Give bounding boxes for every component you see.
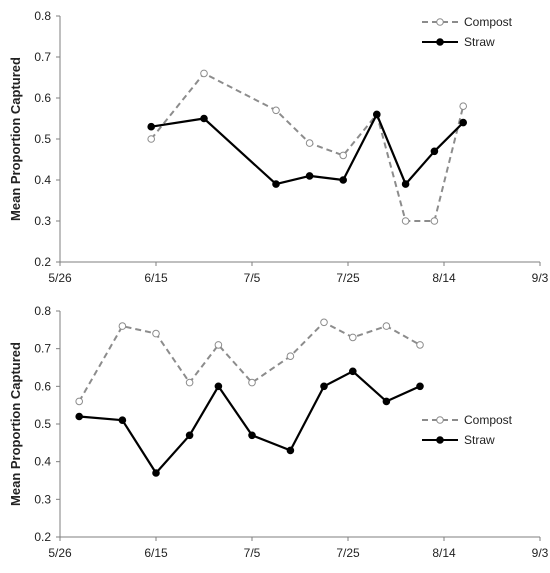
data-point-straw — [185, 431, 194, 440]
x-tick-label: 9/3 — [532, 546, 549, 560]
data-point-straw — [118, 416, 127, 425]
y-tick-label: 0.5 — [34, 132, 51, 146]
y-tick-label: 0.2 — [34, 530, 51, 544]
data-point-compost — [349, 333, 357, 342]
legend-marker-compost — [436, 416, 444, 424]
y-tick-label: 0.8 — [34, 9, 51, 23]
series-line-compost — [78, 321, 421, 402]
x-tick-label: 7/25 — [336, 546, 360, 560]
data-point-compost — [430, 217, 439, 225]
x-tick-label: 6/15 — [144, 271, 168, 285]
x-tick-label: 5/26 — [48, 546, 72, 560]
y-tick-label: 0.5 — [34, 417, 51, 431]
legend-label-straw: Straw — [464, 433, 495, 447]
legend-label-compost: Compost — [464, 413, 513, 427]
x-tick-label: 7/5 — [244, 546, 261, 560]
data-point-straw — [147, 122, 155, 131]
data-point-straw — [248, 431, 256, 440]
chart-panel-2: 0.2 0.3 0.4 0.5 0.6 0.7 0.8 5/26 6/15 7/5 7/25 8/14… — [8, 304, 549, 560]
y-tick-label: 0.3 — [34, 492, 51, 506]
data-point-compost — [382, 322, 391, 330]
legend-marker-compost — [436, 18, 444, 26]
x-tick-label: 5/26 — [48, 271, 72, 285]
data-point-compost — [214, 341, 223, 349]
data-point-compost — [118, 322, 127, 330]
data-point-compost — [320, 318, 328, 327]
data-point-straw — [401, 180, 410, 188]
data-point-straw — [214, 382, 223, 391]
data-point-compost — [339, 151, 348, 160]
data-point-compost — [75, 397, 83, 406]
legend-marker-straw — [436, 436, 444, 444]
data-point-straw — [349, 367, 357, 376]
x-tick-label: 9/3 — [532, 271, 549, 285]
x-tick-label: 7/5 — [244, 271, 261, 285]
data-point-straw — [286, 446, 295, 455]
data-point-compost — [248, 378, 256, 387]
series-line-compost — [150, 72, 465, 222]
y-tick-label: 0.8 — [34, 304, 51, 318]
x-tick-label: 8/14 — [432, 546, 456, 560]
legend-label-compost: Compost — [464, 15, 513, 29]
data-point-straw — [305, 172, 314, 180]
data-point-compost — [305, 139, 314, 147]
x-tick-label: 6/15 — [144, 546, 168, 560]
chart-panel-1: 0.2 0.3 0.4 0.5 0.6 0.7 0.8 5/26 6/15 7/5 7/25 8/14… — [8, 9, 549, 285]
data-point-compost — [152, 329, 160, 338]
data-point-straw — [382, 397, 391, 406]
y-tick-label: 0.4 — [34, 455, 51, 469]
data-point-straw — [430, 147, 439, 156]
data-point-compost — [185, 378, 194, 387]
y-tick-label: 0.7 — [34, 50, 51, 64]
legend-label-straw: Straw — [464, 35, 495, 49]
data-point-straw — [416, 382, 424, 391]
data-point-straw — [373, 110, 381, 119]
x-tick-label: 8/14 — [432, 271, 456, 285]
data-point-straw — [339, 176, 348, 184]
y-tick-label: 0.2 — [34, 255, 51, 269]
y-tick-label: 0.6 — [34, 91, 51, 105]
data-point-compost — [200, 69, 208, 78]
data-point-straw — [459, 118, 468, 127]
data-point-compost — [416, 341, 424, 349]
data-point-compost — [286, 352, 295, 361]
y-tick-label: 0.4 — [34, 173, 51, 187]
data-point-compost — [147, 135, 155, 143]
data-point-straw — [152, 469, 160, 477]
y-axis-label: Mean Proportion Captured — [8, 342, 23, 506]
data-point-straw — [320, 382, 328, 391]
x-tick-label: 7/25 — [336, 271, 360, 285]
legend-marker-straw — [436, 38, 444, 46]
data-point-compost — [459, 102, 468, 110]
y-axis-label: Mean Proportion Captured — [8, 57, 23, 221]
data-point-straw — [272, 180, 280, 188]
y-tick-label: 0.6 — [34, 379, 51, 393]
series-line-straw — [79, 370, 421, 475]
data-point-straw — [75, 412, 83, 421]
data-point-straw — [200, 114, 208, 123]
y-tick-label: 0.7 — [34, 342, 51, 356]
y-tick-label: 0.3 — [34, 214, 51, 228]
data-point-compost — [272, 106, 280, 115]
data-point-compost — [401, 217, 410, 225]
